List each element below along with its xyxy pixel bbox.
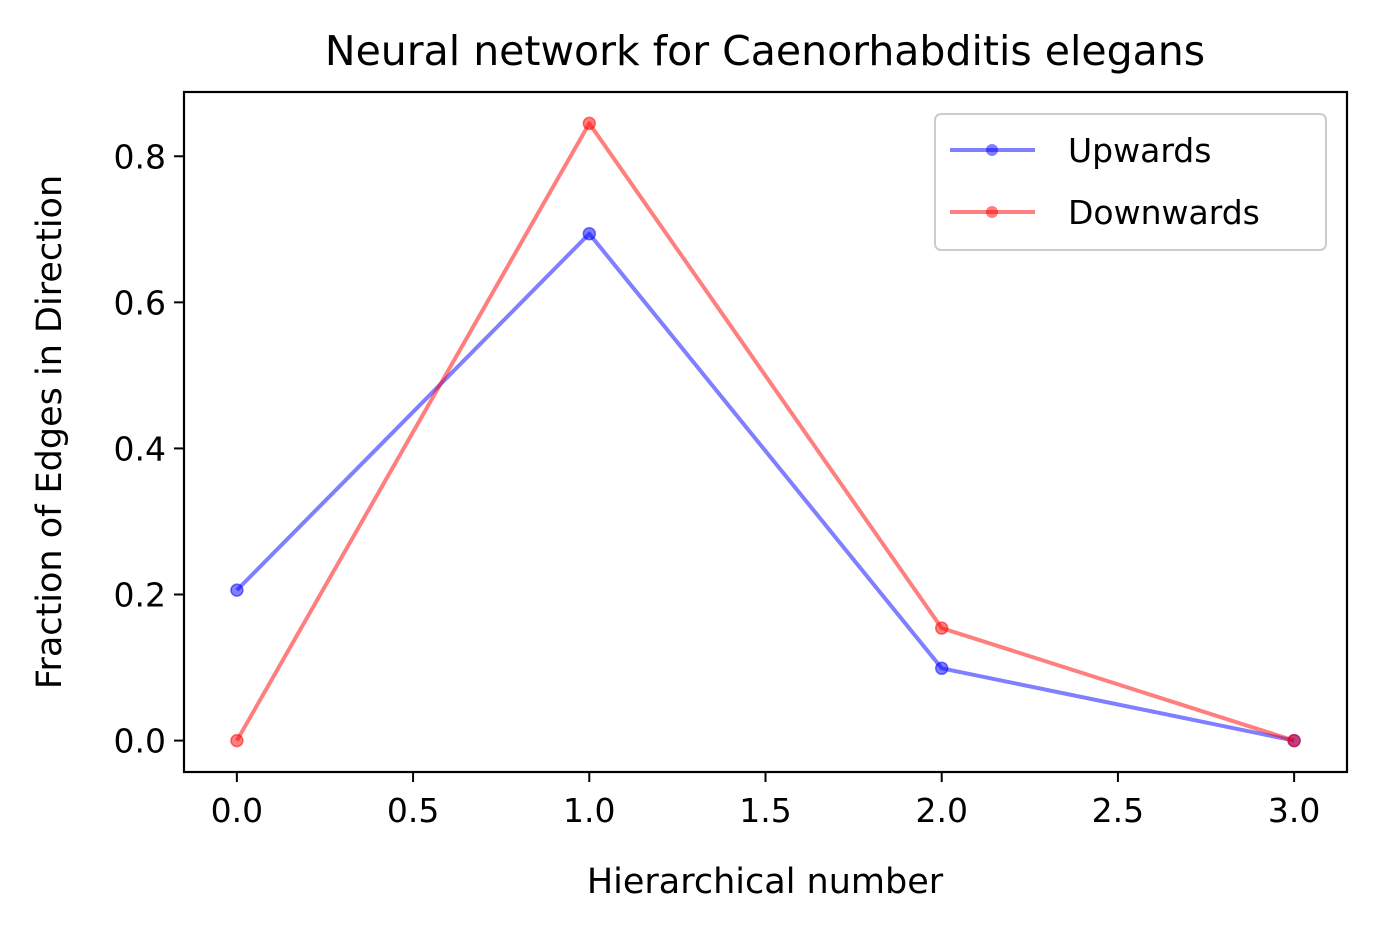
- data-point-downwards: [230, 733, 244, 748]
- y-tick-label: 0.8: [114, 137, 166, 176]
- chart-title: Neural network for Caenorhabditis elegan…: [325, 27, 1205, 75]
- series-layer: [230, 116, 1301, 748]
- data-point-upwards: [934, 661, 949, 676]
- series-line-upwards: [235, 231, 1295, 743]
- y-tick-label: 0.6: [114, 283, 166, 322]
- y-axis: 0.0 0.2 0.4 0.6 0.8: [114, 137, 184, 761]
- y-tick-label: 0.2: [114, 576, 166, 615]
- x-tick-label: 1.0: [563, 791, 615, 830]
- x-axis: 0.0 0.5 1.0 1.5 2.0 2.5 3.0: [211, 772, 1320, 830]
- legend: Upwards Downwards: [934, 113, 1327, 251]
- x-tick-label: 3.0: [1268, 791, 1320, 830]
- y-tick-label: 0.0: [114, 722, 166, 761]
- data-point-upwards: [230, 583, 244, 597]
- legend-label-downwards: Downwards: [1068, 193, 1260, 232]
- data-point-downwards: [1287, 733, 1301, 748]
- legend-marker-downwards: [986, 206, 998, 218]
- x-tick-label: 2.5: [1092, 791, 1144, 830]
- x-tick-label: 0.5: [387, 791, 439, 830]
- series-line-downwards: [235, 121, 1295, 743]
- x-tick-label: 1.5: [739, 791, 791, 830]
- data-point-downwards: [934, 621, 949, 635]
- y-axis-label: Fraction of Edges in Direction: [30, 175, 70, 689]
- x-tick-label: 2.0: [915, 791, 967, 830]
- y-tick-label: 0.4: [114, 429, 166, 468]
- x-axis-label: Hierarchical number: [587, 862, 944, 902]
- data-point-upwards: [582, 226, 597, 241]
- data-point-downwards: [582, 116, 597, 131]
- legend-marker-upwards: [986, 144, 998, 156]
- x-tick-label: 0.0: [211, 791, 263, 830]
- legend-label-upwards: Upwards: [1068, 131, 1211, 170]
